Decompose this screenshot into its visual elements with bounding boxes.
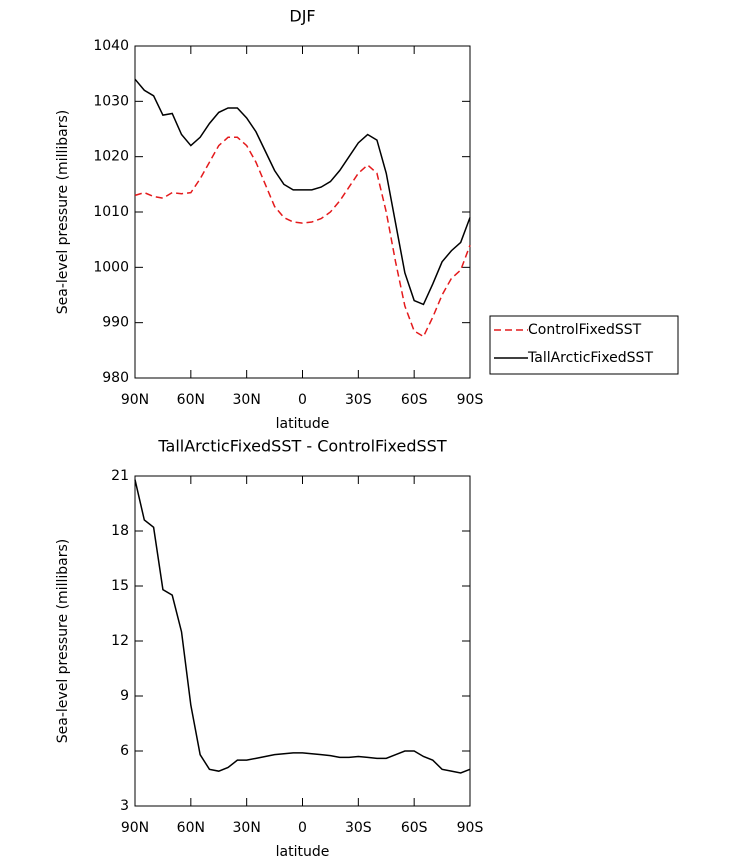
x-tick-label: 0 xyxy=(298,392,307,408)
x-tick-label: 90S xyxy=(457,392,484,408)
plot-frame xyxy=(134,45,471,379)
x-tick-label: 0 xyxy=(298,820,307,836)
chart-title: DJF xyxy=(289,7,315,26)
legend-label: TallArcticFixedSST xyxy=(527,350,653,366)
x-axis-label: latitude xyxy=(276,844,330,860)
legend-box xyxy=(489,315,679,375)
x-tick-label: 60N xyxy=(177,820,205,836)
x-tick-label: 90N xyxy=(121,392,149,408)
y-tick-label: 18 xyxy=(111,523,129,539)
y-tick-label: 21 xyxy=(111,468,129,484)
x-tick-label: 60S xyxy=(401,392,428,408)
x-tick-label: 30N xyxy=(233,820,261,836)
y-axis-label: Sea-level pressure (millibars) xyxy=(55,110,71,314)
x-tick-label: 30S xyxy=(345,392,372,408)
x-tick-label: 60N xyxy=(177,392,205,408)
y-tick-label: 990 xyxy=(102,315,129,331)
series-line xyxy=(134,479,471,774)
y-axis-label: Sea-level pressure (millibars) xyxy=(55,539,71,743)
x-tick-label: 30N xyxy=(233,392,261,408)
x-tick-label: 90S xyxy=(457,820,484,836)
x-tick-label: 60S xyxy=(401,820,428,836)
chart-title: TallArcticFixedSST - ControlFixedSST xyxy=(157,437,446,456)
y-tick-label: 980 xyxy=(102,370,129,386)
series-line xyxy=(134,78,471,306)
x-tick-label: 30S xyxy=(345,820,372,836)
y-tick-label: 1020 xyxy=(93,149,129,165)
legend-label: ControlFixedSST xyxy=(528,322,642,338)
y-tick-label: 1010 xyxy=(93,204,129,220)
y-tick-label: 1000 xyxy=(93,259,129,275)
y-tick-label: 3 xyxy=(120,798,129,814)
x-axis-label: latitude xyxy=(276,416,330,432)
y-tick-label: 1030 xyxy=(93,93,129,109)
y-tick-label: 12 xyxy=(111,633,129,649)
y-tick-label: 1040 xyxy=(93,38,129,54)
plot-frame xyxy=(134,475,471,807)
y-tick-label: 15 xyxy=(111,578,129,594)
y-tick-label: 6 xyxy=(120,743,129,759)
x-tick-label: 90N xyxy=(121,820,149,836)
y-tick-label: 9 xyxy=(120,688,129,704)
series-line xyxy=(134,136,471,338)
